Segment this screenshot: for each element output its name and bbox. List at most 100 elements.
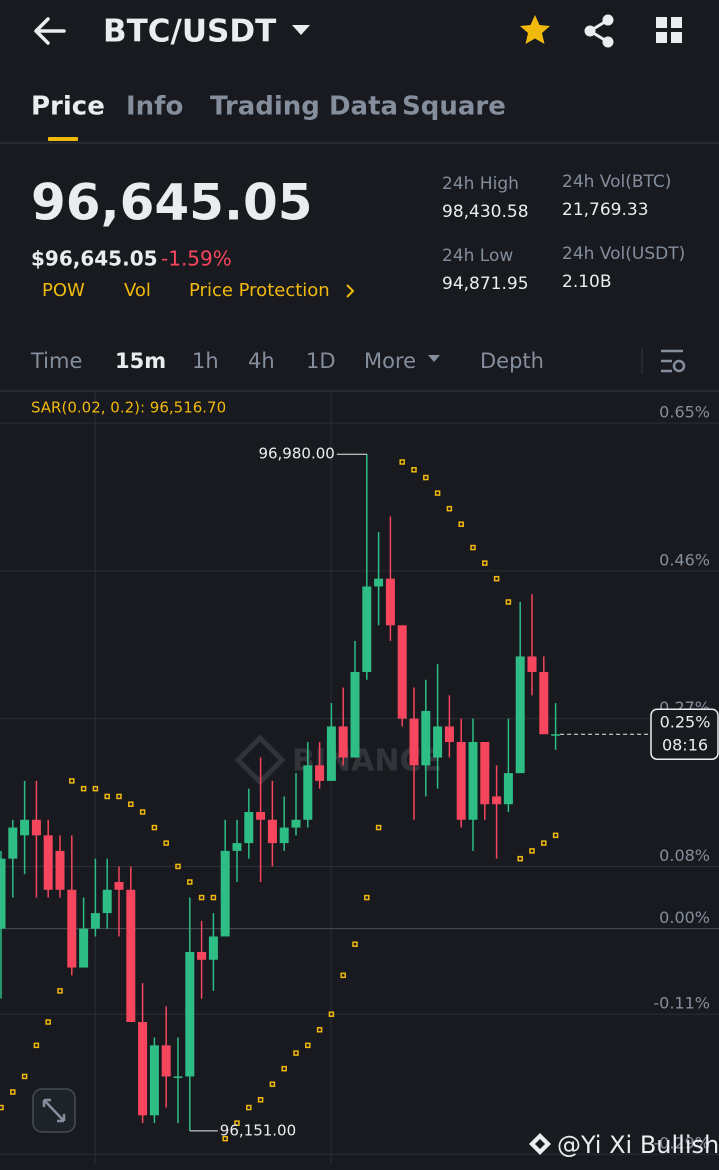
candle-body <box>102 889 112 914</box>
candle-body <box>197 952 207 960</box>
expand-icon <box>42 1098 66 1123</box>
sar-dot <box>293 1050 299 1056</box>
interval[interactable]: 1D <box>306 349 336 373</box>
candle-body <box>468 742 478 820</box>
share-button[interactable] <box>584 14 614 48</box>
interval[interactable]: 4h <box>248 349 275 373</box>
grid-cell <box>656 17 667 28</box>
sar-dot <box>187 879 193 885</box>
candle-body <box>173 1076 183 1078</box>
interval[interactable]: 1h <box>192 349 219 373</box>
back-icon <box>34 17 66 45</box>
tab[interactable]: Info <box>126 92 183 122</box>
sar-dot <box>517 855 523 862</box>
tab-active[interactable]: Price <box>31 92 105 122</box>
stat-label: 24h High <box>442 174 519 194</box>
candle-body <box>161 1045 171 1077</box>
candle-body <box>149 1045 159 1116</box>
sar-dot <box>10 1089 16 1095</box>
stat-label: 24h Vol(USDT) <box>562 244 685 264</box>
candle-body <box>244 812 254 844</box>
sar-dot <box>151 824 158 831</box>
sar-dot <box>246 1104 252 1111</box>
candle-body <box>20 819 30 836</box>
interval[interactable]: Depth <box>480 349 544 373</box>
low-label: 96,151.00 <box>220 1121 296 1139</box>
sar-dot <box>198 894 205 901</box>
candlestick-chart: BINANCE 0.65%0.46%0.27%0.08%0.00%-0.11%-… <box>0 392 719 1165</box>
sar-dot <box>493 575 500 582</box>
sar-dot <box>411 467 417 473</box>
grid-cell <box>671 32 682 43</box>
interval-active[interactable]: 15m <box>115 349 166 373</box>
tab[interactable]: Trading Data <box>210 92 398 122</box>
candle-body <box>527 656 537 672</box>
interval[interactable]: More <box>364 349 416 373</box>
sar-dot <box>352 941 358 947</box>
stat-value: 21,769.33 <box>562 200 649 220</box>
sar-dot <box>328 1011 335 1017</box>
sar-dot <box>458 521 464 527</box>
sar-dot <box>33 1042 40 1049</box>
candle-body <box>456 742 466 820</box>
more-dropdown[interactable] <box>428 355 440 362</box>
sar-dot <box>21 1073 28 1080</box>
sar-dot <box>104 793 110 800</box>
y-tick-label: 0.08% <box>659 846 710 865</box>
candle-body <box>67 889 77 968</box>
sar-dot <box>375 824 382 831</box>
logo-text: BINANCE <box>292 744 442 779</box>
sar-dot <box>234 1120 240 1126</box>
candle-body <box>114 882 124 890</box>
sar-dot <box>434 490 441 496</box>
candle-body <box>138 1022 148 1116</box>
last-price-box <box>650 708 719 760</box>
grid-cell <box>656 32 667 43</box>
tag[interactable]: POW <box>42 280 85 301</box>
candle-body <box>55 850 65 890</box>
favorite-star[interactable] <box>520 15 550 44</box>
candle-body <box>362 586 372 672</box>
tag[interactable]: Vol <box>124 280 151 301</box>
stat-value: 98,430.58 <box>442 202 529 222</box>
last-price-label: 0.25% <box>660 713 711 732</box>
back-button[interactable] <box>34 17 66 45</box>
sar-dot <box>505 599 512 605</box>
chevron <box>346 284 355 298</box>
chart-settings[interactable] <box>661 349 686 373</box>
candle-body <box>480 742 490 805</box>
candle-body <box>326 726 336 781</box>
candle-body <box>256 812 266 820</box>
watermark-logo <box>529 1133 551 1155</box>
pair-dropdown[interactable] <box>292 25 310 35</box>
tab[interactable]: Square <box>402 92 506 122</box>
stat-value: 2.10B <box>562 272 612 292</box>
grid-menu[interactable] <box>656 17 682 43</box>
candle-body <box>503 773 513 805</box>
sar-dot <box>316 1027 323 1033</box>
candle-body <box>0 858 6 929</box>
sar-dot <box>163 840 169 846</box>
sar-dot <box>281 1065 287 1072</box>
sar-dot <box>222 1135 228 1142</box>
watermark: @Yi Xi Bullish <box>557 1131 719 1159</box>
candle-body <box>90 913 100 929</box>
y-tick-label: 0.46% <box>659 550 710 569</box>
sar-dot <box>482 560 488 566</box>
tag[interactable]: Price Protection <box>189 280 330 301</box>
stat-value: 94,871.95 <box>442 274 529 294</box>
candle-body <box>79 928 89 968</box>
candle-body <box>8 827 18 859</box>
sar-dot <box>364 894 370 901</box>
pair-title[interactable]: BTC/USDT <box>103 14 276 50</box>
candle-body <box>338 726 348 758</box>
sar-dot <box>92 785 99 792</box>
fullscreen-button[interactable] <box>32 1088 76 1133</box>
candle-body <box>267 819 277 844</box>
sar-dot <box>340 972 346 979</box>
sar-dot <box>269 1081 276 1087</box>
interval[interactable]: Time <box>30 349 82 373</box>
y-tick-label: -0.29% <box>653 1134 710 1153</box>
indicator-label: SAR(0.02, 0.2): 96,516.70 <box>31 399 226 417</box>
